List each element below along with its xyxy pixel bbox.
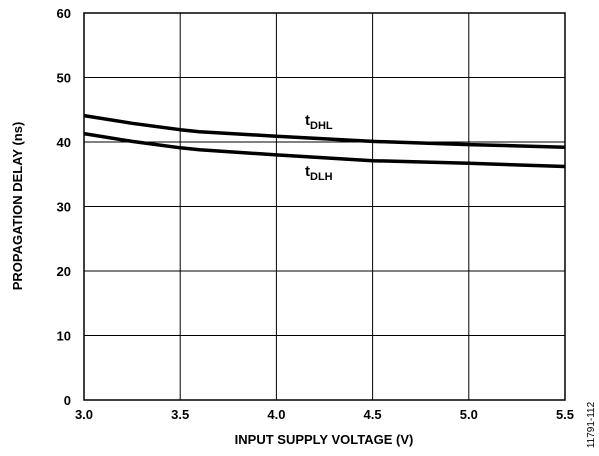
series-layer bbox=[83, 113, 566, 169]
x-tick-label: 5.5 bbox=[556, 407, 574, 422]
x-tick-label: 3.5 bbox=[171, 407, 189, 422]
x-tick-label: 4.5 bbox=[364, 407, 382, 422]
series-line-tdhl bbox=[83, 113, 566, 149]
grid bbox=[83, 12, 566, 401]
y-tick-label: 60 bbox=[57, 6, 71, 21]
x-tick-label: 4.0 bbox=[267, 407, 285, 422]
y-tick-label: 30 bbox=[57, 200, 71, 215]
y-tick-label: 20 bbox=[57, 264, 71, 279]
x-tick-label: 3.0 bbox=[75, 407, 93, 422]
series-label-tdlh: tDLH bbox=[305, 163, 333, 183]
x-tick-label: 5.0 bbox=[460, 407, 478, 422]
x-tick-labels: 3.0 3.5 4.0 4.5 5.0 5.5 bbox=[75, 407, 574, 422]
y-tick-labels: 0 10 20 30 40 50 60 bbox=[57, 6, 71, 408]
y-tick-label: 0 bbox=[64, 393, 71, 408]
x-axis-title: INPUT SUPPLY VOLTAGE (V) bbox=[235, 432, 414, 447]
series-label-tdhl: tDHL bbox=[305, 112, 333, 132]
y-tick-label: 40 bbox=[57, 135, 71, 150]
y-tick-label: 10 bbox=[57, 329, 71, 344]
figure-id: 11791-112 bbox=[586, 401, 597, 448]
series-line-tdlh bbox=[83, 131, 566, 169]
series-label-tdlh-sub: DLH bbox=[310, 171, 333, 183]
plot-frame bbox=[83, 12, 566, 401]
y-axis-title: PROPAGATION DELAY (ns) bbox=[10, 122, 25, 291]
y-tick-label: 50 bbox=[57, 71, 71, 86]
series-label-tdhl-sub: DHL bbox=[310, 120, 333, 132]
series-label-tdlh-main: t bbox=[305, 163, 310, 180]
series-label-tdhl-main: t bbox=[305, 112, 310, 129]
